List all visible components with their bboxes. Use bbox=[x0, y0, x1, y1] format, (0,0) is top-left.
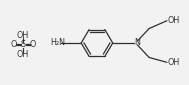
Text: O: O bbox=[30, 40, 36, 49]
Text: N: N bbox=[134, 39, 140, 48]
Text: H₂N: H₂N bbox=[50, 39, 65, 48]
Text: OH: OH bbox=[17, 50, 29, 59]
Text: OH: OH bbox=[17, 31, 29, 40]
Text: S: S bbox=[20, 40, 26, 49]
Text: O: O bbox=[10, 40, 16, 49]
Text: OH: OH bbox=[168, 16, 180, 25]
Text: OH: OH bbox=[168, 58, 180, 67]
